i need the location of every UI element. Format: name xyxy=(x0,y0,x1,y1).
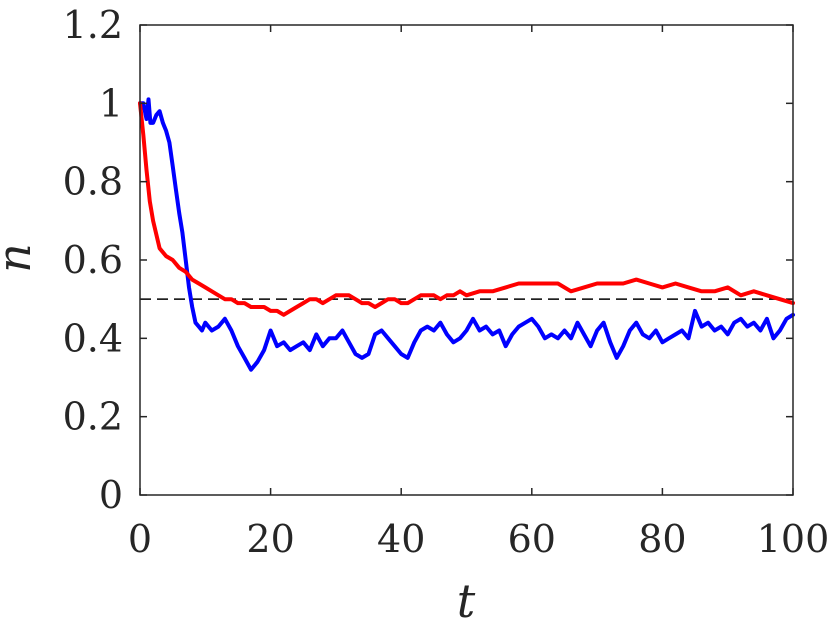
axes-layer xyxy=(139,24,794,496)
y-tick-label: 1 xyxy=(99,81,123,125)
y-tick-label: 0.4 xyxy=(63,316,123,360)
x-tick-label: 60 xyxy=(508,517,556,561)
x-tick-label: 20 xyxy=(246,517,294,561)
x-axis-label: t xyxy=(457,574,476,628)
x-tick-label: 0 xyxy=(128,517,152,561)
y-tick-label: 0.2 xyxy=(63,395,123,439)
tick-labels-layer: 0 20 40 60 80 100 0 0.2 0.4 0.6 0.8 1 1.2 xyxy=(63,3,830,561)
y-tick-label: 0.8 xyxy=(63,160,123,204)
y-axis-label: n xyxy=(0,243,41,273)
x-tick-label: 100 xyxy=(757,517,830,561)
y-tick-label: 0.6 xyxy=(63,238,123,282)
x-tick-label: 40 xyxy=(377,517,425,561)
series-line-2 xyxy=(138,101,795,317)
plot-box xyxy=(139,24,794,496)
y-tick-label: 0 xyxy=(99,473,123,517)
x-tick-label: 80 xyxy=(638,517,686,561)
series-line-1 xyxy=(138,97,795,372)
series-layer xyxy=(138,97,795,372)
y-tick-label: 1.2 xyxy=(63,3,123,47)
